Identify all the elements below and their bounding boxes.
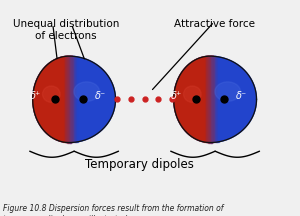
Bar [210, 56, 211, 143]
Bar [69, 56, 70, 143]
Bar [72, 56, 73, 142]
Bar [218, 57, 219, 142]
Bar [215, 57, 217, 142]
Bar [214, 56, 215, 142]
Polygon shape [174, 56, 256, 143]
Bar [74, 56, 75, 142]
Polygon shape [33, 56, 116, 143]
Bar [65, 56, 66, 142]
Bar [74, 57, 76, 142]
Bar [75, 57, 76, 142]
Bar [65, 56, 67, 142]
Bar [63, 57, 64, 142]
Ellipse shape [74, 82, 100, 101]
Polygon shape [174, 56, 214, 143]
Bar [71, 56, 72, 143]
Bar [70, 56, 71, 143]
Bar [208, 56, 209, 143]
Ellipse shape [184, 86, 201, 102]
Bar [77, 57, 78, 142]
Text: Attractive force: Attractive force [174, 19, 255, 29]
Text: δ⁻: δ⁻ [236, 91, 247, 101]
Text: δ⁺: δ⁺ [30, 91, 41, 101]
Bar [211, 56, 212, 143]
Bar [68, 56, 69, 143]
Bar [213, 56, 214, 142]
Bar [207, 56, 208, 143]
Text: δ⁺: δ⁺ [171, 91, 182, 101]
Text: Temporary dipoles: Temporary dipoles [85, 158, 194, 171]
Polygon shape [33, 56, 73, 143]
Bar [216, 57, 217, 142]
Bar [206, 56, 208, 142]
Text: Unequal distribution
of electrons: Unequal distribution of electrons [13, 19, 119, 41]
Bar [67, 56, 68, 143]
Bar [215, 56, 216, 142]
Bar [64, 57, 65, 142]
Bar [73, 56, 74, 142]
Bar [205, 57, 206, 142]
Bar [70, 56, 71, 143]
Text: Figure 10.8 Dispersion forces result from the formation of
temporary dipoles, as: Figure 10.8 Dispersion forces result fro… [3, 204, 224, 216]
Bar [217, 57, 218, 142]
Ellipse shape [215, 82, 241, 101]
Bar [209, 56, 210, 143]
Ellipse shape [43, 86, 60, 102]
Bar [76, 57, 77, 142]
Bar [206, 56, 207, 142]
Text: δ⁻: δ⁻ [95, 91, 106, 101]
Bar [204, 57, 205, 142]
Bar [212, 56, 213, 143]
Bar [66, 56, 68, 143]
